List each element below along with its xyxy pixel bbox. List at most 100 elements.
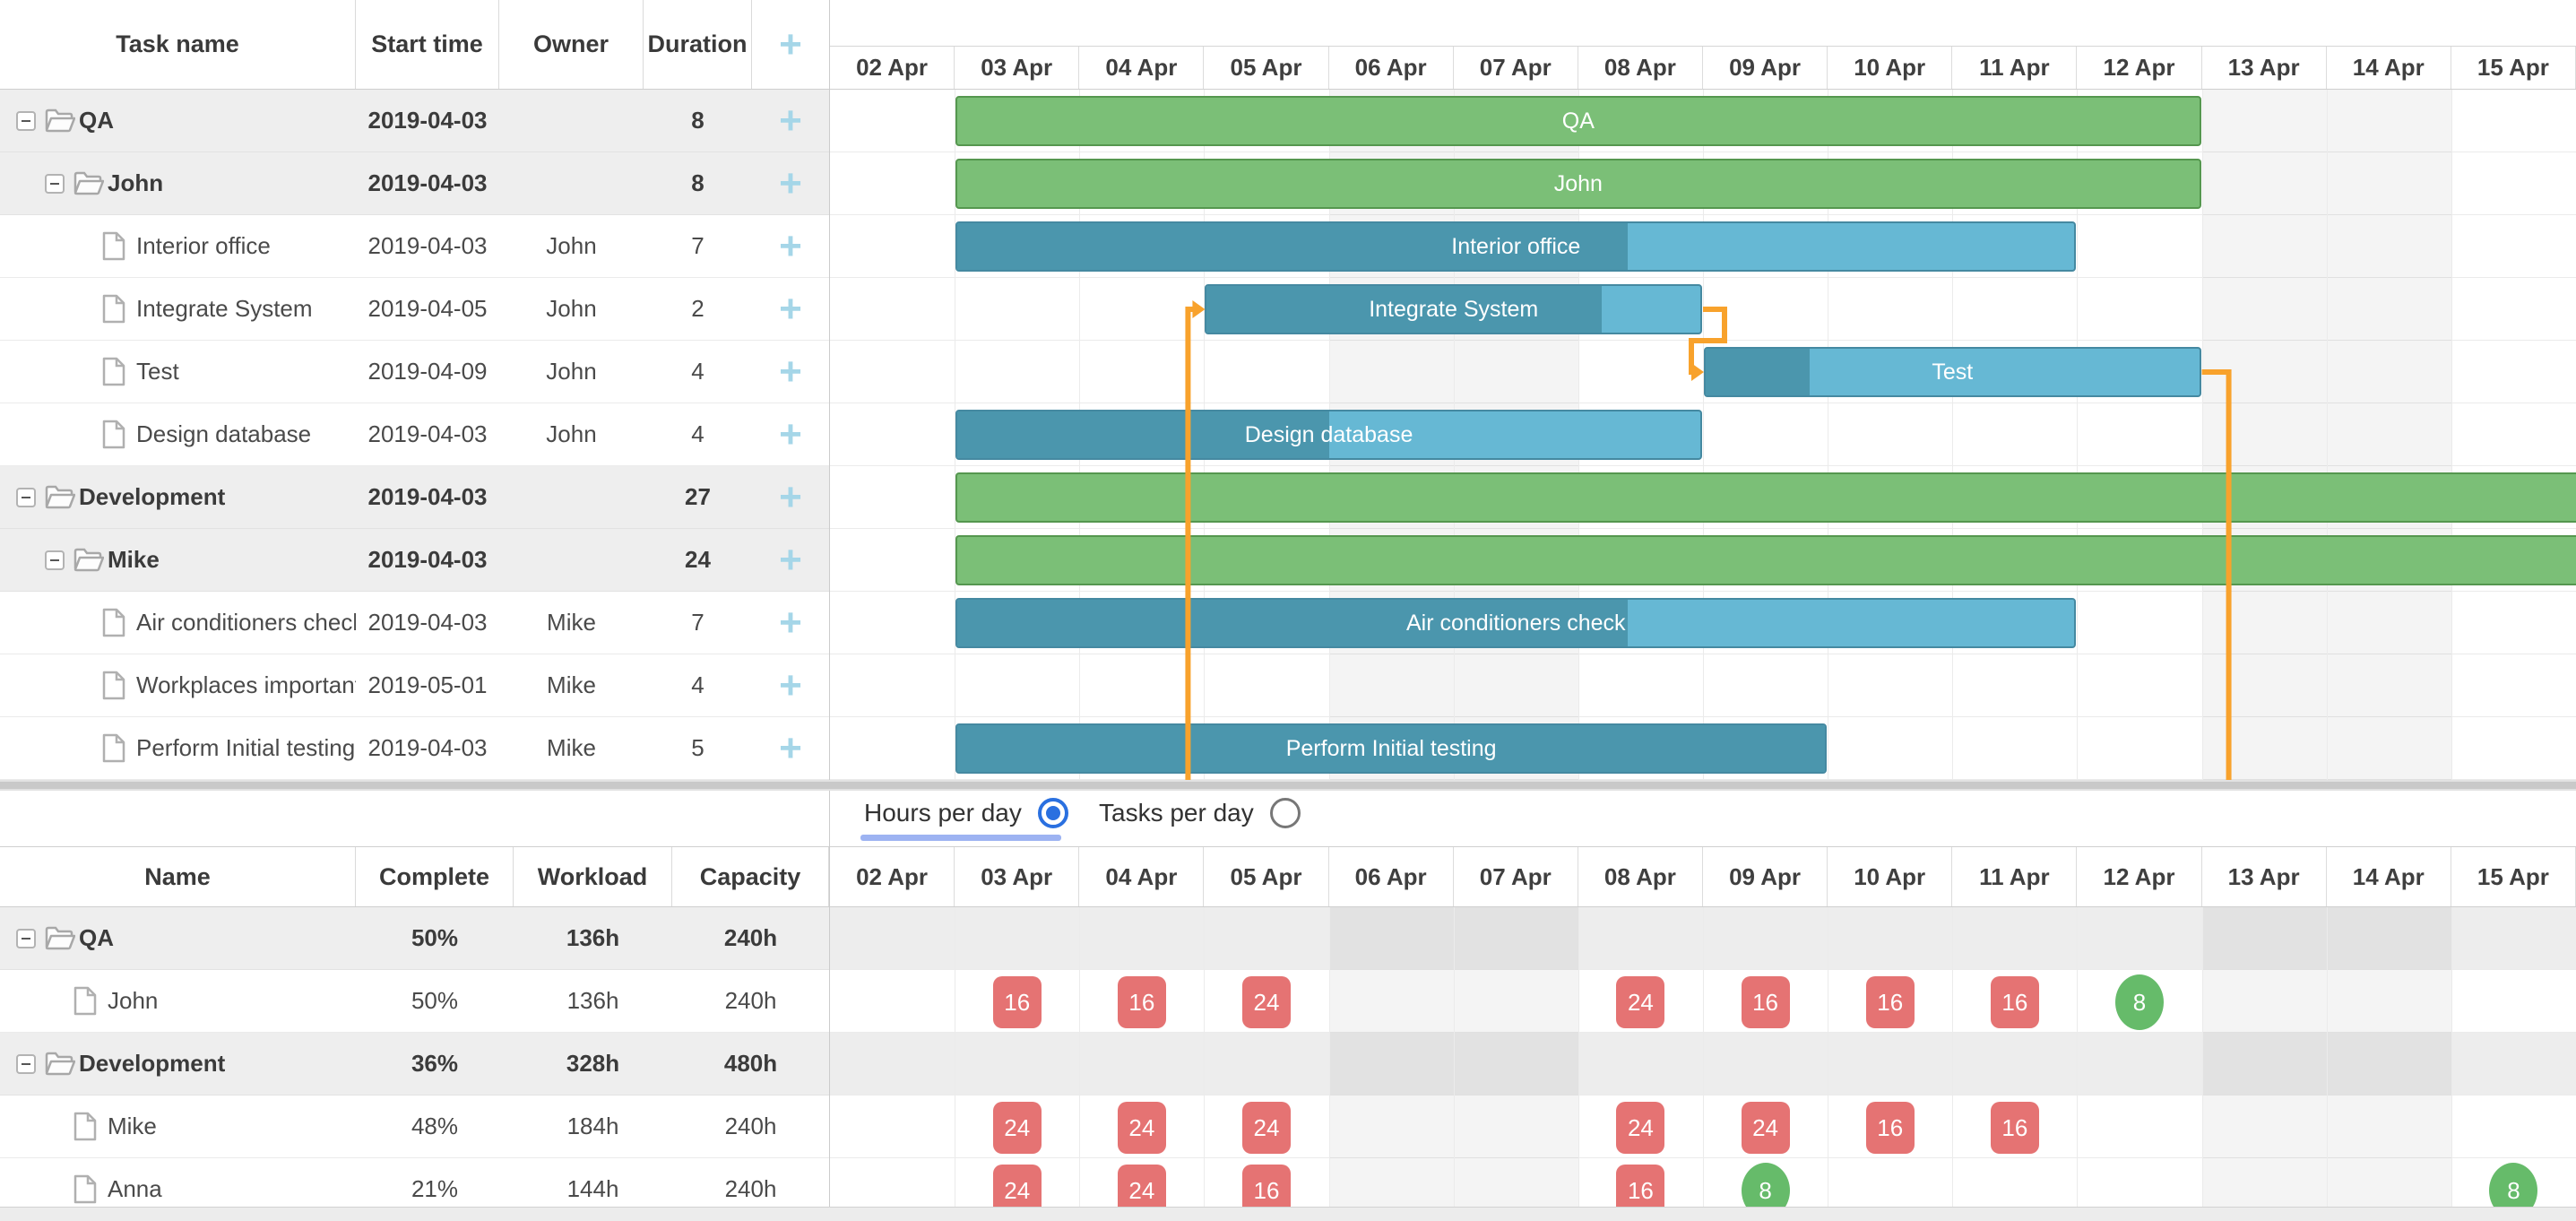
date-header-06-apr: 06 Apr	[1329, 847, 1454, 906]
gantt-bar-john[interactable]: John	[955, 159, 2201, 209]
date-header-07-apr: 07 Apr	[1454, 47, 1578, 89]
duration-cell: 2	[691, 295, 705, 322]
hours-per-day-option[interactable]: Hours per day	[864, 798, 1068, 828]
duration-cell: 4	[691, 420, 705, 447]
date-header-03-apr: 03 Apr	[955, 47, 1080, 89]
add-task-button[interactable]: +	[752, 278, 829, 340]
resource-row-john[interactable]: John 50% 136h 240h	[0, 970, 829, 1033]
add-task-button[interactable]: +	[752, 654, 829, 716]
start-time-cell: 2019-04-03	[367, 232, 488, 259]
gantt-bar-interior-office[interactable]: Interior office	[955, 221, 2077, 272]
gantt-bar-mike[interactable]	[955, 535, 2576, 585]
collapse-expander-icon[interactable]	[16, 1053, 36, 1074]
plus-icon: +	[779, 662, 802, 707]
owner-cell: Mike	[547, 734, 596, 761]
resource-grid-header: Name Complete Workload Capacity	[0, 846, 829, 907]
gantt-row	[830, 341, 2576, 403]
gantt-bar-test[interactable]: Test	[1704, 347, 2201, 397]
add-task-button[interactable]: +	[752, 215, 829, 277]
date-header-12-apr: 12 Apr	[2077, 847, 2202, 906]
owner-cell	[499, 529, 644, 591]
add-column-button[interactable]: +	[752, 0, 829, 89]
date-header-04-apr: 04 Apr	[1079, 847, 1205, 906]
task-row-design-database[interactable]: Design database 2019-04-03 John 4 +	[0, 403, 829, 466]
duration-cell: 7	[691, 609, 705, 636]
add-task-button[interactable]: +	[752, 152, 829, 214]
resource-name-label: Anna	[108, 1175, 162, 1202]
date-header-14-apr: 14 Apr	[2327, 47, 2451, 89]
gantt-bar-air-conditioners-check[interactable]: Air conditioners check	[955, 598, 2077, 648]
task-name-label: Air conditioners check	[136, 609, 356, 636]
start-time-cell: 2019-04-03	[367, 546, 488, 573]
task-row-john[interactable]: John 2019-04-03 8 +	[0, 152, 829, 215]
plus-icon: +	[779, 725, 802, 770]
start-time-cell: 2019-04-03	[367, 734, 488, 761]
add-task-button[interactable]: +	[752, 403, 829, 465]
resource-row-mike[interactable]: Mike 48% 184h 240h	[0, 1095, 829, 1158]
date-header-10-apr: 10 Apr	[1828, 47, 1953, 89]
task-name-cell: Workplaces important	[0, 654, 356, 716]
task-name-cell: Test	[0, 341, 356, 403]
capacity-cell: 240h	[723, 924, 778, 951]
collapse-expander-icon[interactable]	[16, 487, 36, 507]
task-grid: Task name Start time Owner Duration + QA 2019…	[0, 0, 829, 780]
duration-cell: 27	[685, 483, 711, 510]
add-task-button[interactable]: +	[752, 529, 829, 591]
add-task-button[interactable]: +	[752, 90, 829, 152]
add-task-button[interactable]: +	[752, 341, 829, 403]
column-header-workload: Workload	[514, 847, 672, 906]
radio-selected-icon[interactable]	[1037, 798, 1068, 828]
bar-progress	[957, 725, 1826, 772]
owner-cell: Mike	[547, 609, 596, 636]
horizontal-scrollbar[interactable]	[0, 1207, 2576, 1221]
collapse-expander-icon[interactable]	[45, 173, 65, 194]
complete-cell: 21%	[411, 1175, 459, 1202]
tasks-per-day-option[interactable]: Tasks per day	[1099, 798, 1301, 828]
task-name-label: Workplaces important	[136, 671, 356, 698]
folder-icon	[45, 925, 79, 951]
task-row-test[interactable]: Test 2019-04-09 John 4 +	[0, 341, 829, 403]
resource-row-qa[interactable]: QA 50% 136h 240h	[0, 907, 829, 970]
gantt-bar-design-database[interactable]: Design database	[955, 410, 1702, 460]
collapse-expander-icon[interactable]	[45, 550, 65, 570]
radio-unselected-icon[interactable]	[1269, 798, 1301, 828]
resource-row-development[interactable]: Development 36% 328h 480h	[0, 1033, 829, 1095]
gantt-row	[830, 278, 2576, 341]
collapse-expander-icon[interactable]	[16, 928, 36, 948]
task-row-mike[interactable]: Mike 2019-04-03 24 +	[0, 529, 829, 592]
gantt-bar-qa[interactable]: QA	[955, 96, 2201, 146]
file-icon	[102, 231, 136, 261]
date-header-13-apr: 13 Apr	[2202, 47, 2327, 89]
task-row-interior-office[interactable]: Interior office 2019-04-03 John 7 +	[0, 215, 829, 278]
complete-cell: 50%	[411, 987, 459, 1014]
task-row-air-conditioners-check[interactable]: Air conditioners check 2019-04-03 Mike 7 +	[0, 592, 829, 654]
task-name-cell: Mike	[0, 529, 356, 591]
add-task-button[interactable]: +	[752, 717, 829, 779]
hours-per-day-label: Hours per day	[864, 799, 1022, 827]
overload-load-cell: 24	[1242, 976, 1291, 1028]
date-header-15-apr: 15 Apr	[2451, 847, 2576, 906]
task-row-workplaces-important[interactable]: Workplaces important 2019-05-01 Mike 4 +	[0, 654, 829, 717]
resource-name-label: QA	[79, 924, 114, 951]
owner-cell	[499, 466, 644, 528]
file-icon	[73, 986, 108, 1016]
workload-cell: 136h	[566, 987, 619, 1014]
task-row-qa[interactable]: QA 2019-04-03 8 +	[0, 90, 829, 152]
task-row-perform-initial-testing[interactable]: Perform Initial testing 2019-04-03 Mike 5 +	[0, 717, 829, 780]
task-name-label: QA	[79, 107, 114, 134]
gantt-bar-perform-initial-testing[interactable]: Perform Initial testing	[955, 723, 1828, 774]
panel-splitter[interactable]	[0, 780, 2576, 791]
task-row-development[interactable]: Development 2019-04-03 27 +	[0, 466, 829, 529]
overload-load-cell: 24	[1242, 1102, 1291, 1154]
capacity-cell: 240h	[724, 987, 777, 1014]
gantt-row	[830, 654, 2576, 717]
add-task-button[interactable]: +	[752, 466, 829, 528]
task-row-integrate-system[interactable]: Integrate System 2019-04-05 John 2 +	[0, 278, 829, 341]
bar-progress	[957, 600, 1628, 646]
task-name-cell: Perform Initial testing	[0, 717, 356, 779]
gantt-bar-integrate-system[interactable]: Integrate System	[1205, 284, 1702, 334]
resource-date-header: 02 Apr 03 Apr 04 Apr 05 Apr 06 Apr 07 Apr 08 A…	[830, 846, 2576, 907]
collapse-expander-icon[interactable]	[16, 110, 36, 131]
gantt-bar-development[interactable]	[955, 472, 2576, 523]
add-task-button[interactable]: +	[752, 592, 829, 654]
